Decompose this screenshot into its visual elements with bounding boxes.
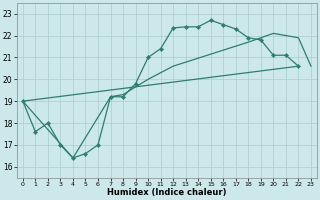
X-axis label: Humidex (Indice chaleur): Humidex (Indice chaleur): [107, 188, 227, 197]
